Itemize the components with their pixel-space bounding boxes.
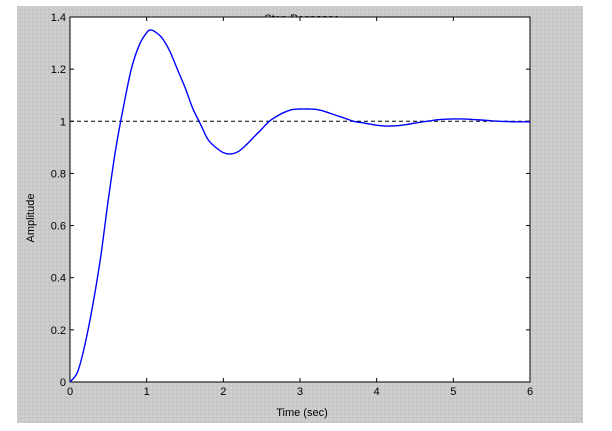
step-response-chart: Step Response 012345600.20.40.60.811.21.…	[25, 12, 533, 419]
y-axis-label: Amplitude	[25, 194, 37, 243]
y-tick-label: 0.4	[51, 273, 66, 285]
x-tick-label: 6	[527, 386, 533, 398]
y-tick-label: 0.8	[51, 168, 66, 180]
y-tick-label: 0	[60, 377, 66, 389]
axis-ticks: 0 1 2 3 4 5 6 0 0.2 0.4 0.6 0.8 1 1.2 1.4	[51, 12, 533, 398]
x-tick-label: 2	[220, 386, 226, 398]
y-tick-label: 1.4	[51, 12, 66, 24]
x-axis-label: Time (sec)	[276, 407, 328, 419]
y-tick-label: 1.2	[51, 64, 66, 76]
x-tick-label: 1	[144, 386, 150, 398]
y-tick-label: 0.6	[51, 221, 66, 233]
y-tick-label: 0.2	[51, 325, 66, 337]
figure-window: Step Response 012345600.20.40.60.811.21.…	[17, 6, 583, 423]
y-tick-label: 1	[60, 116, 66, 128]
step-response-curve	[69, 29, 530, 383]
plot-area	[69, 16, 531, 383]
x-tick-label: 5	[450, 386, 456, 398]
x-tick-label: 3	[297, 386, 303, 398]
x-tick-label: 0	[67, 386, 73, 398]
x-tick-label: 4	[374, 386, 380, 398]
